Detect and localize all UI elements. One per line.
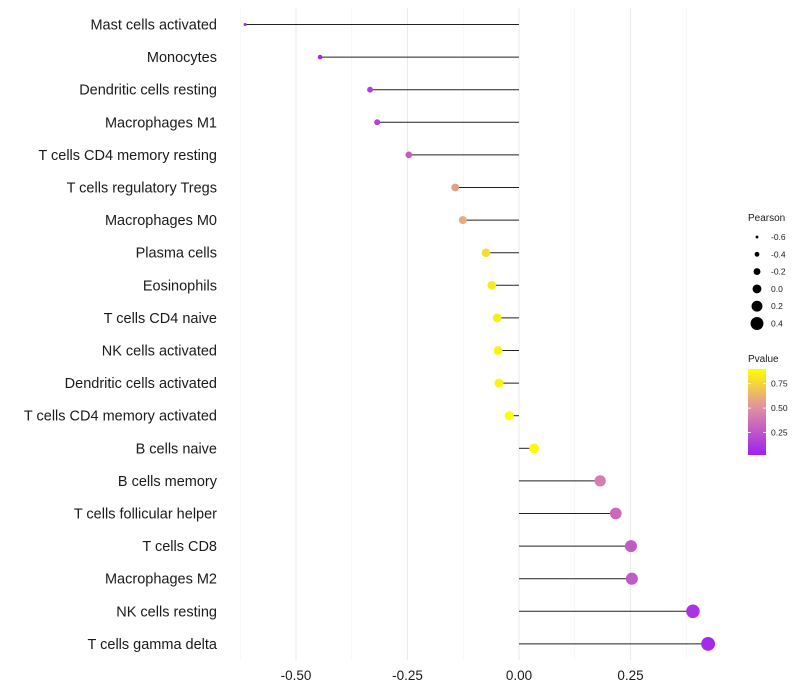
y-axis-label: Macrophages M0 xyxy=(105,213,217,229)
lollipop-point xyxy=(701,636,716,651)
y-axis-label: Dendritic cells resting xyxy=(79,83,217,99)
y-axis-label: NK cells resting xyxy=(116,604,217,620)
x-tick-label: -0.50 xyxy=(281,668,312,683)
size-legend-key xyxy=(755,235,759,239)
size-legend-key xyxy=(750,317,764,330)
lollipop-point xyxy=(367,86,373,93)
lollipop-point xyxy=(625,572,638,585)
lollipop-point xyxy=(609,507,622,520)
lollipop-point xyxy=(481,248,491,257)
color-legend-title: Pvalue xyxy=(748,354,779,365)
y-axis-label: Macrophages M1 xyxy=(105,115,217,131)
lollipop-point xyxy=(492,313,502,323)
x-tick-label: 0.25 xyxy=(617,668,643,683)
y-axis-label: T cells gamma delta xyxy=(88,637,218,653)
lollipop-stems xyxy=(245,24,709,645)
x-tick-label: 0.00 xyxy=(506,668,532,683)
grid-lines xyxy=(239,8,687,660)
y-axis-label: T cells CD4 memory activated xyxy=(24,409,217,425)
x-axis-tick-labels: -0.50 -0.25 0.00 0.25 xyxy=(281,668,644,683)
size-legend: Pearson -0.6 -0.4 -0.2 0.0 0.2 0.4 xyxy=(748,213,786,330)
lollipop-point xyxy=(243,23,247,26)
colorbar xyxy=(748,369,766,455)
colorbar-tick-label: 0.50 xyxy=(771,403,788,413)
y-axis-label: Eosinophils xyxy=(143,278,217,294)
color-legend: Pvalue 0.25 0.50 0.75 xyxy=(748,354,788,455)
y-axis-label: Macrophages M2 xyxy=(105,572,217,588)
lollipop-point xyxy=(494,378,504,388)
lollipop-point xyxy=(624,540,637,553)
x-tick-label: -0.25 xyxy=(392,668,423,683)
lollipop-point xyxy=(487,280,497,290)
y-axis-label: T cells CD8 xyxy=(142,539,217,555)
size-legend-label: 0.0 xyxy=(771,284,783,294)
y-axis-label: T cells CD4 naive xyxy=(104,311,217,327)
lollipop-point xyxy=(504,411,514,421)
size-legend-title: Pearson xyxy=(748,213,785,224)
size-legend-label: 0.4 xyxy=(771,319,783,329)
lollipop-point xyxy=(458,216,467,225)
y-axis-label: T cells follicular helper xyxy=(74,507,217,523)
y-axis-labels: Mast cells activated Monocytes Dendritic c… xyxy=(24,18,218,653)
lollipop-points xyxy=(243,23,716,651)
size-legend-key xyxy=(753,268,761,276)
colorbar-tick-label: 0.75 xyxy=(771,379,788,389)
lollipop-point xyxy=(405,151,413,159)
size-legend-label: -0.6 xyxy=(771,232,786,242)
y-axis-label: T cells regulatory Tregs xyxy=(67,181,217,197)
lollipop-point xyxy=(493,346,503,355)
y-axis-label: B cells memory xyxy=(118,474,218,490)
size-legend-key xyxy=(752,284,762,294)
size-legend-label: -0.4 xyxy=(771,249,786,259)
lollipop-point xyxy=(594,475,606,487)
lollipop-point xyxy=(317,54,323,60)
y-axis-label: T cells CD4 memory resting xyxy=(38,148,217,164)
colorbar-tick-label: 0.25 xyxy=(771,428,788,438)
lollipop-point xyxy=(451,183,460,192)
size-legend-label: 0.2 xyxy=(771,301,783,311)
y-axis-label: NK cells activated xyxy=(102,344,217,360)
lollipop-point xyxy=(686,604,700,619)
lollipop-point xyxy=(374,119,381,126)
y-axis-label: Dendritic cells activated xyxy=(65,376,217,392)
size-legend-key xyxy=(751,300,763,312)
y-axis-label: Mast cells activated xyxy=(90,18,217,34)
lollipop-point xyxy=(529,443,540,454)
y-axis-label: Monocytes xyxy=(147,50,217,66)
size-legend-label: -0.2 xyxy=(771,267,786,277)
y-axis-label: B cells naive xyxy=(136,441,217,457)
size-legend-key xyxy=(754,251,760,257)
y-axis-label: Plasma cells xyxy=(136,246,217,262)
